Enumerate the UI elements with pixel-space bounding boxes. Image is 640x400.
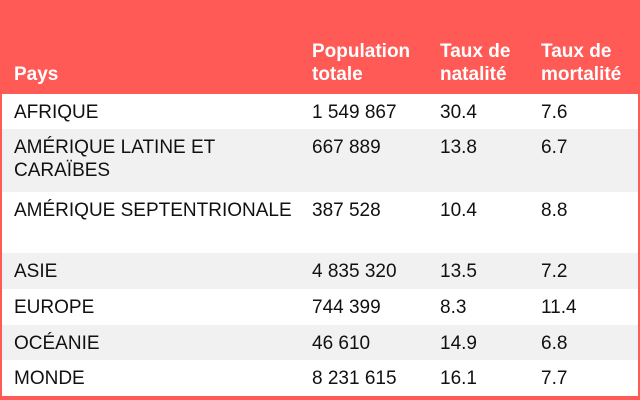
cell-birth-rate: 10.4 xyxy=(440,200,477,221)
table-row: AFRIQUE 1 549 867 30.4 7.6 xyxy=(2,94,638,129)
header-country: Pays xyxy=(14,64,59,85)
cell-death-rate: 7.7 xyxy=(541,368,568,389)
cell-birth-rate: 13.8 xyxy=(440,137,477,158)
header-death-rate: Taux de mortalité xyxy=(541,41,622,85)
cell-country: MONDE xyxy=(14,368,85,389)
cell-death-rate: 11.4 xyxy=(541,297,577,318)
cell-birth-rate: 8.3 xyxy=(440,297,467,318)
cell-death-rate: 7.2 xyxy=(541,261,568,282)
table-row: AMÉRIQUE LATINE ET CARAÏBES 667 889 13.8… xyxy=(2,129,638,192)
cell-population: 667 889 xyxy=(312,137,381,158)
cell-population: 4 835 320 xyxy=(312,261,397,282)
cell-death-rate: 8.8 xyxy=(541,200,568,221)
cell-death-rate: 6.8 xyxy=(541,333,568,354)
table-row: MONDE 8 231 615 16.1 7.7 xyxy=(2,360,638,396)
table-row: EUROPE 744 399 8.3 11.4 xyxy=(2,289,638,325)
cell-death-rate: 6.7 xyxy=(541,137,568,158)
cell-country: AMÉRIQUE LATINE ET CARAÏBES xyxy=(14,137,215,181)
table-row: OCÉANIE 46 610 14.9 6.8 xyxy=(2,325,638,360)
header-population: Population totale xyxy=(312,41,411,85)
cell-birth-rate: 14.9 xyxy=(440,333,477,354)
cell-birth-rate: 30.4 xyxy=(440,102,477,123)
cell-country: AMÉRIQUE SEPTENTRIONALE xyxy=(14,200,292,221)
cell-population: 1 549 867 xyxy=(312,102,397,123)
cell-population: 744 399 xyxy=(312,297,381,318)
table-body: AFRIQUE 1 549 867 30.4 7.6 AMÉRIQUE LATI… xyxy=(2,94,638,396)
cell-birth-rate: 13.5 xyxy=(440,261,477,282)
table-header: Pays Population totale Taux de natalité … xyxy=(2,2,638,94)
cell-death-rate: 7.6 xyxy=(541,102,568,123)
cell-country: AFRIQUE xyxy=(14,102,99,123)
cell-country: ASIE xyxy=(14,261,58,282)
header-birth-rate: Taux de natalité xyxy=(440,41,511,85)
cell-population: 387 528 xyxy=(312,200,381,221)
cell-birth-rate: 16.1 xyxy=(440,368,477,389)
cell-country: EUROPE xyxy=(14,297,95,318)
cell-population: 46 610 xyxy=(312,333,371,354)
cell-population: 8 231 615 xyxy=(312,368,397,389)
table-row: AMÉRIQUE SEPTENTRIONALE 387 528 10.4 8.8 xyxy=(2,192,638,253)
table-row: ASIE 4 835 320 13.5 7.2 xyxy=(2,253,638,289)
cell-country: OCÉANIE xyxy=(14,333,100,354)
